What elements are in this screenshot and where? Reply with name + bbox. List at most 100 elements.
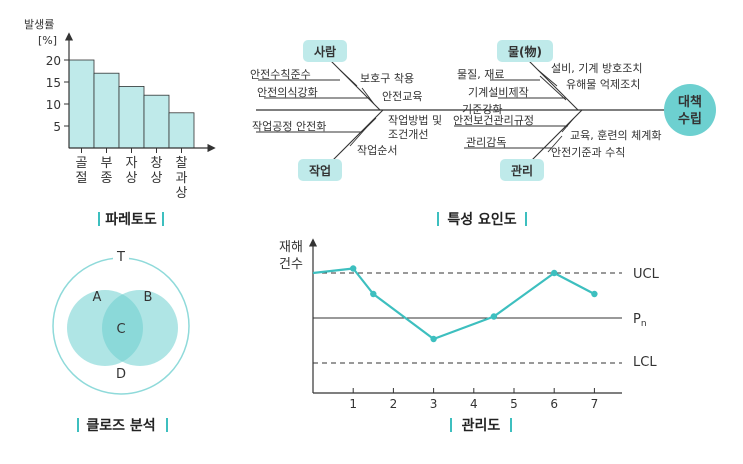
sub-bone — [561, 117, 575, 133]
cause-label: 작업순서 — [357, 144, 397, 157]
result-label-line1: 대책 — [678, 95, 702, 110]
control-caption: 관리도 — [462, 417, 501, 434]
caption-bar-right — [525, 212, 527, 226]
pareto-ylabel-line2: [%] — [38, 34, 57, 47]
cause-label: 물질, 재료 — [457, 68, 504, 81]
control-x-tick-label: 4 — [470, 397, 478, 411]
venn-label-c: C — [116, 322, 125, 337]
caption-bar-left — [77, 418, 79, 432]
result-circle — [664, 84, 716, 136]
tag-material-label: 물(物) — [508, 44, 542, 59]
pareto-tick-label: 20 — [46, 54, 61, 68]
control-x-tick-label: 3 — [430, 397, 438, 411]
lcl-label: LCL — [633, 355, 657, 370]
pareto-tick-label: 5 — [53, 120, 61, 134]
fishbone-caption: 특성 요인도 — [447, 211, 516, 228]
cause-label: 안전수칙준수 — [250, 68, 311, 81]
sub-bone — [339, 69, 358, 87]
pareto-category-label: 과 — [176, 171, 188, 186]
venn-label-t-bg — [113, 249, 129, 264]
tag-person-label: 사람 — [314, 44, 336, 59]
control-x-tick-label: 7 — [591, 397, 599, 411]
pareto-category-label: 골 — [76, 156, 88, 171]
venn-caption: 클로즈 분석 — [86, 418, 155, 434]
caption-bar-right — [162, 212, 164, 226]
cause-label: 안전보건관리규정 — [453, 114, 534, 127]
sub-bone — [537, 69, 558, 87]
caption-bar-left — [450, 418, 452, 432]
venn-label-b: B — [144, 290, 153, 305]
pn-label: Pn — [633, 312, 647, 329]
caption-bar-right — [510, 418, 512, 432]
cause-label: 교육, 훈련의 체계화 — [570, 129, 661, 142]
sub-bone — [547, 135, 563, 153]
cause-label: 기계설비제작 — [468, 86, 529, 99]
control-data-point — [490, 313, 498, 320]
control-data-point — [551, 269, 558, 277]
venn-circle-b — [102, 290, 178, 366]
control-data-point — [350, 265, 357, 272]
pareto-category-label: 상 — [126, 171, 138, 186]
pareto-category-label: 상 — [176, 186, 188, 201]
sub-bone — [539, 75, 567, 101]
pn-label-sub: n — [641, 319, 647, 329]
tag-work-label: 작업 — [309, 163, 331, 178]
pareto-category-label: 종 — [101, 171, 113, 186]
tag-manage — [500, 159, 544, 181]
cause-label: 안전기준과 수칙 — [551, 146, 625, 159]
caption-bar-right — [166, 418, 168, 432]
cause-label: 작업공정 안전화 — [252, 120, 326, 133]
cause-label: 조건개선 — [388, 128, 428, 141]
pareto-bar — [93, 72, 120, 149]
caption-bar-left — [437, 212, 439, 226]
control-x-tick-label: 1 — [349, 397, 357, 411]
cause-label: 안전의식강화 — [257, 86, 318, 99]
control-ylabel-line1: 재해 — [279, 240, 303, 255]
pareto-bar — [118, 86, 145, 149]
pareto-y-ticks: 20 15 10 5 — [46, 54, 69, 134]
caption-bar-left — [98, 212, 100, 226]
bone-material — [527, 59, 579, 111]
pn-label-main: P — [633, 312, 641, 327]
cause-label: 설비, 기계 방호조치 — [551, 62, 642, 75]
pareto-category-label: 자 — [126, 156, 138, 171]
control-data-point — [430, 335, 437, 343]
tag-material — [497, 40, 553, 62]
pareto-caption: 파레토도 — [105, 212, 157, 228]
pareto-bar — [68, 59, 95, 149]
pareto-bar — [168, 112, 195, 149]
fishbone-diagram: 사람 물(物) 작업 관리 대책 수립 안전수칙준수 보호구 착용 안전의식강화… — [250, 40, 716, 228]
cause-label: 관리감독 — [466, 136, 506, 149]
control-data-point — [591, 290, 598, 298]
cause-label: 안전교육 — [382, 90, 422, 103]
venn-label-t: T — [116, 250, 125, 265]
pareto-tick-label: 15 — [46, 76, 61, 90]
pareto-category-label: 상 — [151, 171, 163, 186]
control-series — [312, 265, 598, 343]
pareto-category-label: 부 — [101, 156, 113, 171]
control-series-line — [312, 267, 595, 341]
bone-work — [332, 109, 384, 161]
venn-diagram: T A B C D 클로즈 분석 — [52, 249, 190, 434]
ucl-label: UCL — [633, 267, 660, 282]
result-label-line2: 수립 — [678, 112, 702, 127]
control-x-tick-label: 5 — [510, 397, 518, 411]
sub-bone — [349, 127, 367, 147]
pareto-bars — [68, 59, 195, 149]
cause-label: 작업방법 및 — [388, 114, 442, 127]
control-x-ticks: 1 2 3 4 5 6 7 — [349, 388, 598, 411]
venn-label-d: D — [116, 367, 126, 382]
pareto-category-label: 찰 — [176, 156, 188, 171]
control-x-tick-label: 2 — [390, 397, 398, 411]
cause-label: 유해물 억제조치 — [566, 77, 640, 91]
cause-label: 보호구 착용 — [360, 72, 414, 85]
pareto-category-label: 절 — [76, 171, 88, 186]
cause-label: 기준강화 — [462, 103, 502, 116]
control-ylabel-line2: 건수 — [279, 257, 303, 272]
control-reference-lines — [313, 272, 622, 364]
bone-person — [329, 59, 381, 111]
venn-label-a: A — [93, 290, 102, 305]
